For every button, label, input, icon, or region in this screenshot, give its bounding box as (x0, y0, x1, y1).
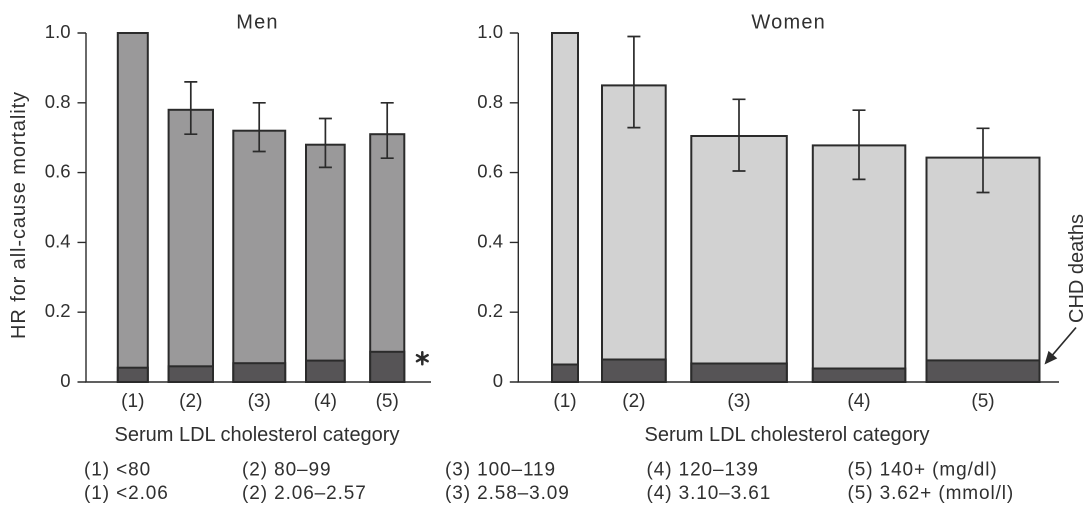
svg-text:(1) <2.06: (1) <2.06 (84, 483, 169, 504)
svg-text:(1): (1) (121, 391, 144, 412)
svg-text:0.8: 0.8 (45, 91, 71, 112)
svg-text:(2): (2) (179, 391, 202, 412)
svg-text:1.0: 1.0 (477, 21, 503, 42)
svg-text:0.6: 0.6 (477, 161, 503, 182)
svg-text:(1): (1) (553, 391, 576, 412)
svg-text:(3) 100–119: (3) 100–119 (445, 459, 556, 480)
svg-text:Women: Women (751, 12, 826, 34)
svg-text:(2) 2.06–2.57: (2) 2.06–2.57 (242, 483, 367, 504)
svg-text:HR for all-cause mortality: HR for all-cause mortality (8, 91, 30, 339)
svg-text:0.2: 0.2 (477, 300, 503, 321)
svg-text:(5): (5) (376, 391, 399, 412)
svg-text:(4) 3.10–3.61: (4) 3.10–3.61 (647, 483, 772, 504)
svg-text:(3): (3) (248, 391, 271, 412)
svg-text:(1) <80: (1) <80 (84, 459, 151, 480)
svg-text:(2): (2) (622, 391, 645, 412)
svg-text:1.0: 1.0 (45, 21, 71, 42)
svg-text:(5) 3.62+ (mmol/l): (5) 3.62+ (mmol/l) (848, 483, 1015, 504)
svg-text:0.8: 0.8 (477, 91, 503, 112)
svg-text:(3) 2.58–3.09: (3) 2.58–3.09 (445, 483, 570, 504)
svg-text:Serum LDL cholesterol category: Serum LDL cholesterol category (115, 424, 400, 446)
svg-text:Serum LDL cholesterol category: Serum LDL cholesterol category (645, 424, 930, 446)
svg-text:(4): (4) (314, 391, 337, 412)
svg-text:0: 0 (493, 370, 503, 391)
svg-text:0.4: 0.4 (477, 230, 503, 251)
svg-text:(2) 80–99: (2) 80–99 (242, 459, 331, 480)
svg-text:CHD deaths: CHD deaths (1066, 214, 1088, 323)
svg-text:(3): (3) (727, 391, 750, 412)
svg-text:(5): (5) (971, 391, 994, 412)
svg-text:(4): (4) (847, 391, 870, 412)
svg-text:(4) 120–139: (4) 120–139 (647, 459, 759, 480)
svg-text:0.4: 0.4 (45, 230, 71, 251)
svg-text:0: 0 (60, 370, 70, 391)
svg-text:Men: Men (236, 12, 279, 34)
svg-text:0.6: 0.6 (45, 161, 71, 182)
svg-text:(5) 140+ (mg/dl): (5) 140+ (mg/dl) (848, 459, 998, 480)
svg-text:0.2: 0.2 (45, 300, 71, 321)
